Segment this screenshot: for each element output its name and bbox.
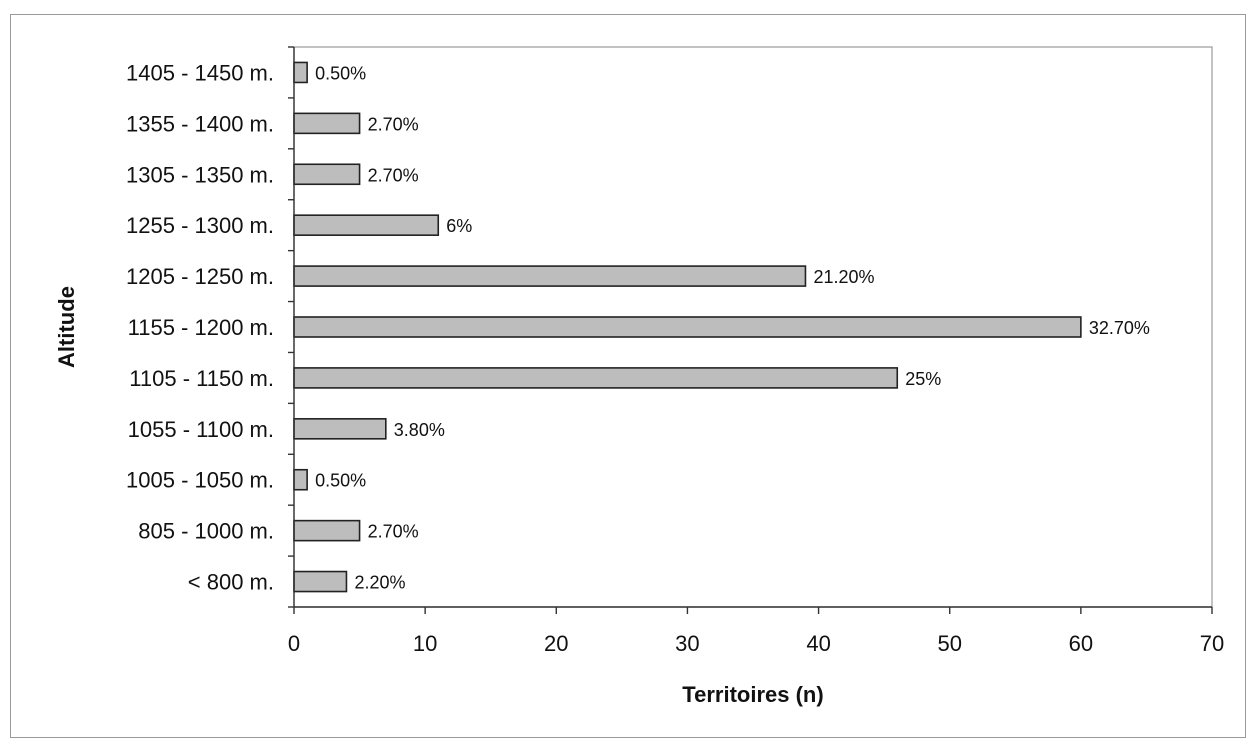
data-label: 0.50%: [315, 63, 366, 83]
data-label: 21.20%: [813, 267, 874, 287]
category-label: 805 - 1000 m.: [138, 519, 274, 544]
bar: [293, 61, 308, 84]
bar: [293, 112, 361, 135]
category-labels-group: < 800 m. 805 - 1000 m. 1005 - 1050 m. 1055 …: [126, 60, 274, 594]
bar: [293, 367, 899, 389]
data-label: 2.70%: [368, 522, 419, 542]
x-axis-title: Territoires (n): [682, 682, 823, 707]
bars-group: [293, 61, 1082, 593]
data-label: 0.50%: [315, 471, 366, 491]
bar: [293, 468, 308, 491]
x-tick-label: 70: [1200, 631, 1224, 656]
data-label: 6%: [446, 216, 472, 236]
x-tick-label: 10: [413, 631, 437, 656]
category-label: 1205 - 1250 m.: [126, 264, 274, 289]
category-label: 1155 - 1200 m.: [128, 315, 274, 340]
data-label: 3.80%: [394, 420, 445, 440]
bar: [293, 265, 807, 287]
x-tick-label: 50: [937, 631, 961, 656]
category-label: 1405 - 1450 m.: [126, 60, 274, 85]
bar: [293, 163, 361, 186]
x-tick-label: 30: [675, 631, 699, 656]
x-ticks-group: 0 10 20 30 40 50 60 70: [288, 607, 1224, 656]
bar: [293, 570, 348, 593]
data-label: 25%: [905, 369, 941, 389]
data-labels-group: 2.20% 2.70% 0.50% 3.80% 25% 32.70% 21.20% 6% 2.7…: [315, 63, 1150, 592]
category-label: 1105 - 1150 m.: [129, 366, 274, 391]
category-label: 1355 - 1400 m.: [126, 111, 274, 136]
bar: [293, 418, 387, 440]
x-tick-label: 0: [288, 631, 300, 656]
data-label: 32.70%: [1089, 318, 1150, 338]
data-label: 2.70%: [368, 165, 419, 185]
category-label: 1305 - 1350 m.: [126, 162, 274, 187]
category-label: < 800 m.: [188, 570, 274, 595]
bar: [293, 214, 440, 236]
x-tick-label: 20: [544, 631, 568, 656]
data-label: 2.20%: [354, 573, 405, 593]
bar: [293, 316, 1082, 338]
category-label: 1055 - 1100 m.: [128, 417, 274, 442]
category-label: 1255 - 1300 m.: [126, 213, 274, 238]
data-label: 2.70%: [368, 114, 419, 134]
y-axis-title: Altitude: [54, 286, 79, 368]
x-tick-label: 60: [1069, 631, 1093, 656]
bar: [293, 519, 361, 542]
x-tick-label: 40: [806, 631, 830, 656]
y-tick-marks-group: [288, 46, 294, 608]
category-label: 1005 - 1050 m.: [126, 468, 274, 493]
